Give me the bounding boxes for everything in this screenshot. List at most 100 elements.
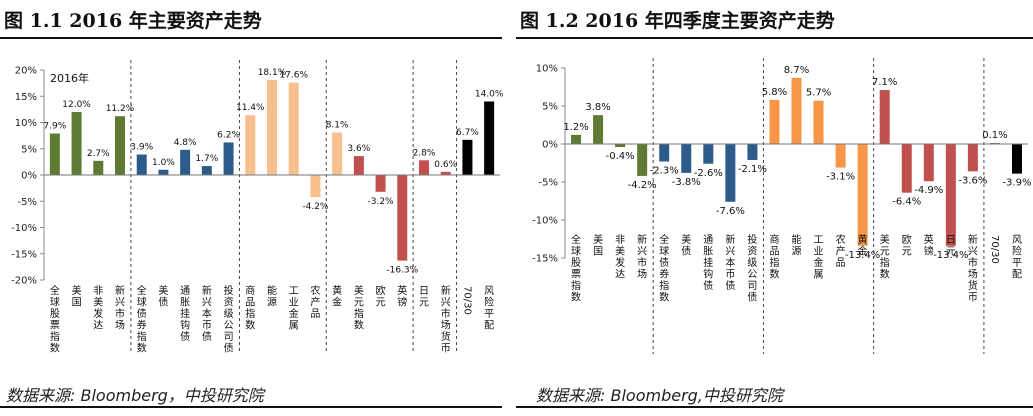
- left-y-tick-label: 20%: [15, 66, 37, 77]
- left-bar: [375, 175, 386, 192]
- right-bar: [593, 115, 604, 144]
- right-value-label: -6.4%: [892, 197, 921, 208]
- right-y-tick-label: 5%: [542, 102, 558, 113]
- right-category-label: 全球股票指数: [571, 233, 581, 304]
- left-category-label: 新兴本币债: [202, 284, 212, 343]
- right-category-label: 新兴本币债: [725, 233, 735, 292]
- right-category-label: 日元: [946, 235, 956, 258]
- left-value-label: 12.0%: [62, 100, 91, 110]
- left-category-label: 美债: [158, 284, 168, 309]
- left-title-rule: [0, 37, 502, 39]
- right-value-label: 5.7%: [806, 88, 831, 99]
- left-category-label: 能源: [267, 284, 277, 309]
- right-category-label: 黄金: [858, 233, 868, 258]
- right-bar: [967, 144, 978, 172]
- left-y-tick-label: -5%: [18, 197, 37, 208]
- left-bar: [310, 175, 321, 198]
- right-category-label: 非美发达: [615, 234, 625, 281]
- right-value-label: 8.7%: [784, 65, 809, 76]
- right-value-label: -13.4%: [933, 250, 968, 261]
- right-bar: [681, 144, 692, 173]
- right-bar: [725, 144, 736, 202]
- right-y-tick-label: 10%: [536, 64, 558, 75]
- left-bar: [462, 139, 473, 175]
- left-bottom-rule: [0, 406, 502, 408]
- left-bar: [267, 79, 277, 175]
- right-value-label: 7.1%: [872, 77, 897, 88]
- right-category-label: 英镑: [924, 233, 934, 258]
- left-y-tick-label: -10%: [11, 223, 37, 234]
- left-source-note: 数据来源: Bloomberg，中投研究院: [6, 386, 264, 405]
- right-bar-chart: -15% -10% -5% 0% 5% 10% 1.2% 3.8% -0.4% -4.2% -2.3…: [532, 58, 1031, 354]
- left-y-tick-label: 0%: [21, 171, 37, 182]
- left-category-label: 全球股票指数: [50, 284, 60, 355]
- left-value-label: -3.2%: [368, 197, 395, 207]
- right-category-label: 投资级公司债: [747, 233, 757, 304]
- right-category-label: 商品指数: [769, 233, 779, 281]
- right-value-label: 1.2%: [563, 122, 588, 133]
- left-bar: [353, 156, 364, 175]
- left-bar: [201, 166, 212, 175]
- right-value-label: -3.9%: [1002, 178, 1031, 189]
- right-bar: [879, 90, 890, 144]
- left-value-label: 2.8%: [413, 148, 436, 158]
- left-value-label: 8.1%: [326, 120, 349, 130]
- left-figure-title: 图 1.1 2016 年主要资产走势: [4, 10, 262, 32]
- right-category-label: 能源: [792, 233, 802, 258]
- right-bar: [857, 144, 868, 246]
- right-value-label: -3.6%: [958, 175, 987, 186]
- left-category-label: 通胀挂钩债: [180, 285, 190, 343]
- left-value-label: 18.1%: [258, 68, 287, 78]
- left-bar: [136, 154, 147, 175]
- left-year-annotation: 2016年: [50, 71, 89, 85]
- left-category-label: 美国: [72, 284, 82, 309]
- left-value-label: 7.9%: [43, 122, 66, 132]
- right-category-label: 新兴市场货币: [968, 233, 978, 304]
- left-value-label: 11.2%: [106, 104, 135, 114]
- right-value-label: -2.6%: [694, 168, 723, 179]
- left-bar: [419, 160, 429, 175]
- right-bar: [945, 144, 956, 246]
- left-category-label: 农产品: [310, 284, 320, 320]
- right-y-tick-label: -10%: [532, 216, 558, 227]
- left-y-tick-label: 10%: [15, 118, 37, 129]
- right-category-label: 通胀挂钩债: [703, 234, 713, 292]
- left-value-label: 2.7%: [87, 149, 110, 159]
- left-value-label: 3.6%: [347, 144, 370, 154]
- right-value-label: -0.4%: [606, 151, 635, 162]
- left-bar: [245, 115, 256, 175]
- left-value-label: 6.7%: [456, 128, 479, 138]
- right-bar: [1011, 144, 1022, 174]
- right-title-rule: [516, 37, 1033, 39]
- left-category-label: 全球债券指数: [137, 284, 147, 355]
- right-figure-title: 图 1.2 2016 年四季度主要资产走势: [520, 10, 835, 32]
- left-category-label: 黄金: [332, 284, 342, 309]
- left-category-label: 商品指数: [245, 284, 255, 332]
- left-bar: [484, 101, 495, 175]
- right-bar: [791, 77, 802, 144]
- left-bar: [332, 132, 343, 175]
- left-category-label: 70/30: [461, 286, 472, 315]
- left-category-label: 新兴市场: [115, 284, 125, 332]
- right-category-label: 美债: [681, 233, 691, 258]
- left-bar: [397, 175, 408, 261]
- left-category-label: 美元指数: [354, 284, 364, 332]
- left-bar: [49, 133, 60, 175]
- right-y-tick-label: 0%: [542, 140, 558, 151]
- left-bar: [71, 112, 82, 175]
- right-category-label: 美国: [593, 233, 603, 258]
- right-bar: [615, 144, 626, 148]
- left-value-label: 0.6%: [434, 160, 457, 170]
- right-bottom-rule: [516, 406, 1033, 408]
- right-value-label: -7.6%: [716, 206, 745, 217]
- left-value-label: -16.3%: [386, 266, 418, 276]
- right-bar: [703, 144, 714, 164]
- left-category-label: 风险平配: [484, 285, 494, 332]
- right-category-label: 70/30: [989, 235, 1000, 264]
- right-value-label: -4.9%: [914, 185, 943, 196]
- left-y-tick-label: -15%: [11, 249, 37, 260]
- left-bar: [223, 142, 234, 175]
- right-source-note: 数据来源: Bloomberg,中投研究院: [536, 386, 783, 405]
- left-bar: [440, 171, 451, 175]
- right-category-label: 风险平配: [1012, 234, 1022, 281]
